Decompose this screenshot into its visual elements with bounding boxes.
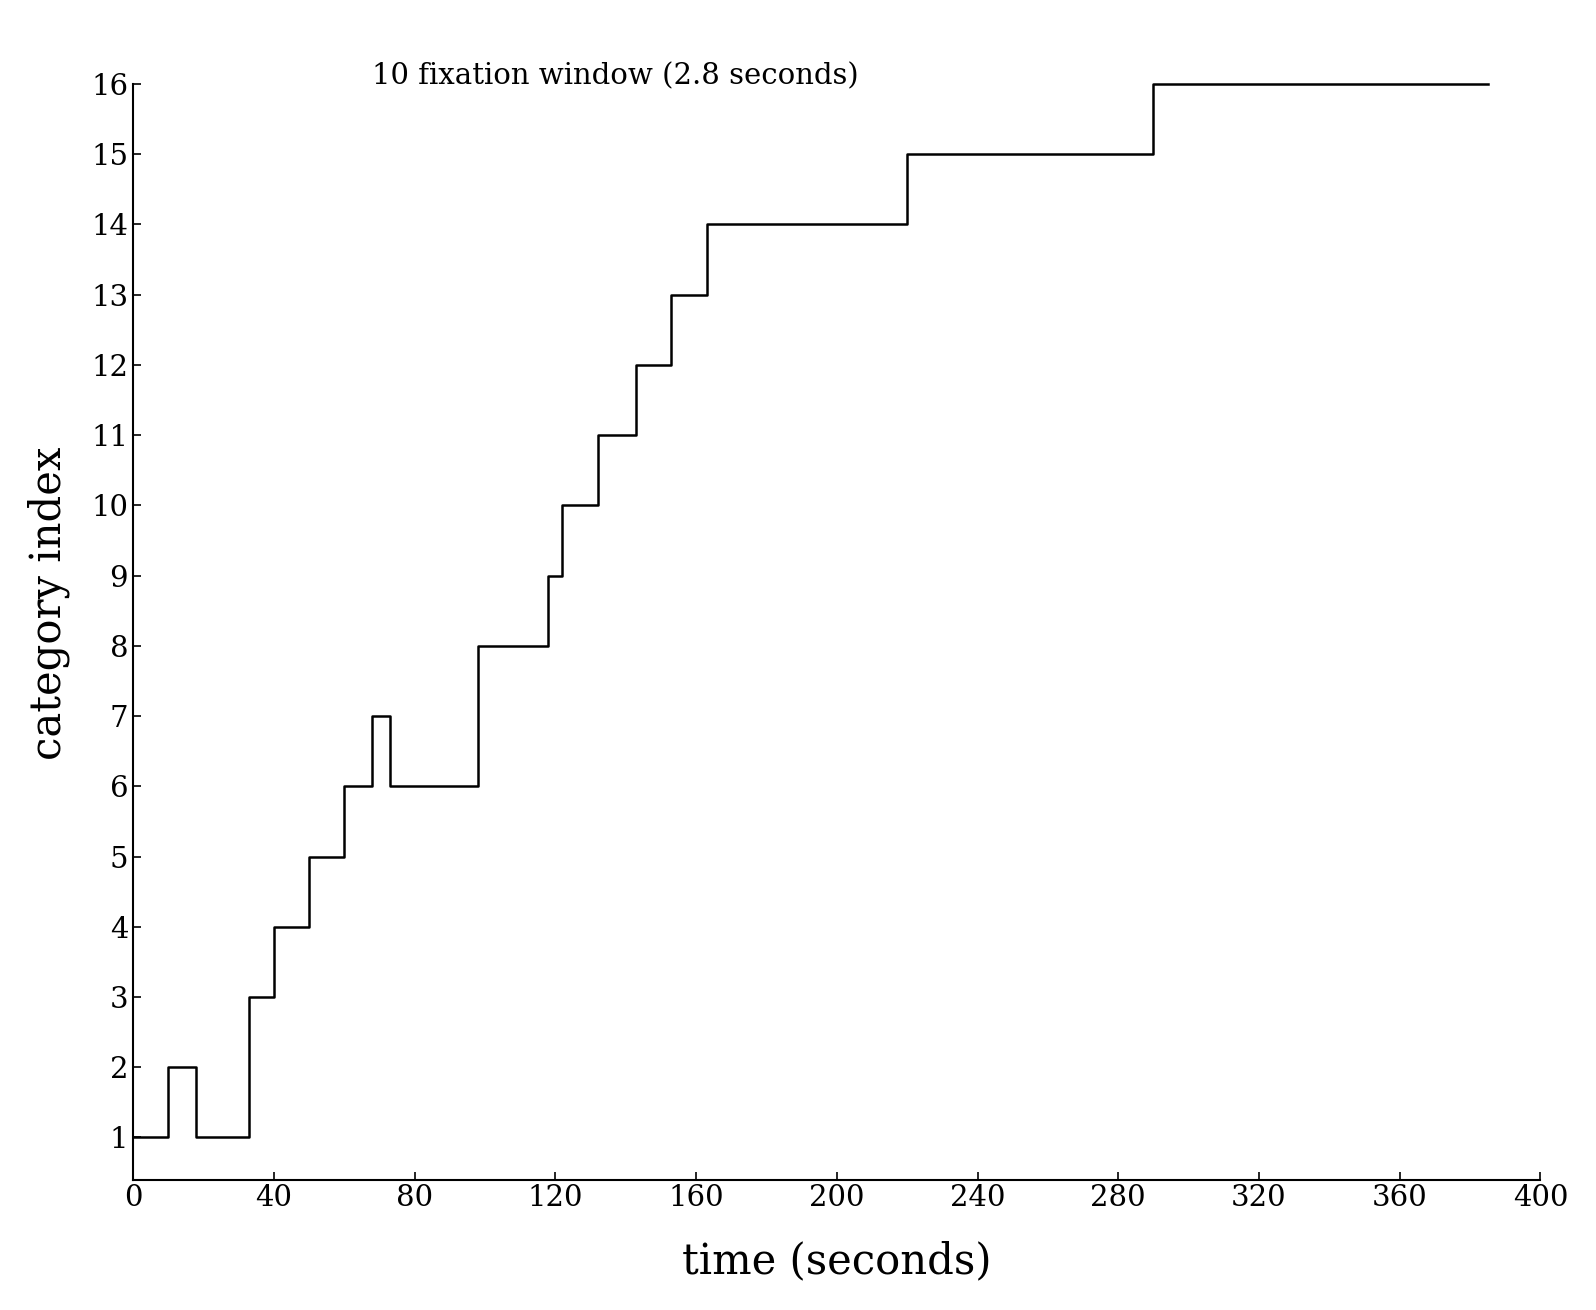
- Text: 10 fixation window (2.8 seconds): 10 fixation window (2.8 seconds): [372, 63, 859, 90]
- Y-axis label: category index: category index: [27, 447, 70, 760]
- X-axis label: time (seconds): time (seconds): [681, 1241, 991, 1282]
